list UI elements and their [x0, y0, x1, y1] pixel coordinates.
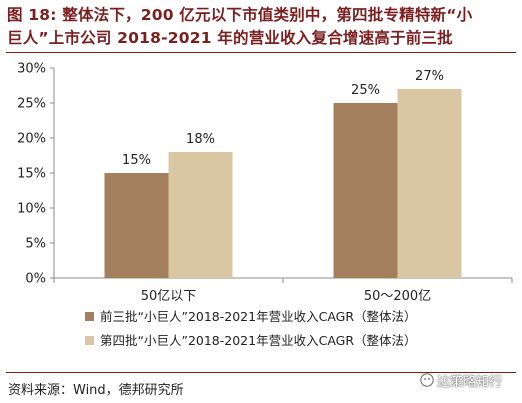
y-tick-label: 25%	[17, 97, 46, 112]
source-note: 资料来源：Wind，德邦研究所	[8, 383, 184, 398]
y-tick-label: 5%	[25, 237, 46, 252]
chart-title-line-1: 图 18: 整体法下，200 亿元以下市值类别中，第四批专精特新“小	[7, 6, 473, 24]
y-tick-label: 20%	[17, 132, 46, 147]
bar-chart: 0% 5% 10% 15% 20% 25% 30% 15% 18% 50亿以下 25% 27% 50～2…	[17, 62, 513, 348]
bar	[168, 152, 233, 278]
watermark: 达策略知行	[420, 370, 516, 390]
title-rule	[6, 52, 516, 53]
legend-label: 前三批“小巨人”2018-2021年营业收入CAGR（整体法）	[100, 309, 417, 324]
data-label: 15%	[122, 153, 151, 168]
legend-label: 第四批“小巨人”2018-2021年营业收入CAGR（整体法）	[100, 333, 417, 348]
y-tick-label: 10%	[17, 202, 46, 217]
y-tick-label: 15%	[17, 167, 46, 182]
watermark-text: 达策略知行	[437, 374, 503, 390]
y-tick-label: 0%	[25, 272, 46, 287]
bar	[333, 103, 398, 278]
y-tick-label: 30%	[17, 62, 46, 77]
data-label: 27%	[415, 69, 444, 84]
bar	[104, 173, 169, 278]
wechat-icon	[420, 373, 434, 387]
data-label: 18%	[186, 132, 215, 147]
legend-swatch	[85, 336, 94, 345]
x-tick-label: 50亿以下	[141, 289, 197, 304]
legend-swatch	[85, 312, 94, 321]
data-label: 25%	[351, 83, 380, 98]
bar	[397, 89, 462, 278]
chart-title-line-2: 巨人”上市公司 2018-2021 年的营业收入复合增速高于前三批	[7, 29, 453, 47]
chart-title: 图 18: 整体法下，200 亿元以下市值类别中，第四批专精特新“小 巨人”上市…	[7, 4, 515, 50]
x-tick-label: 50～200亿	[364, 289, 431, 304]
source-rule	[6, 372, 516, 373]
